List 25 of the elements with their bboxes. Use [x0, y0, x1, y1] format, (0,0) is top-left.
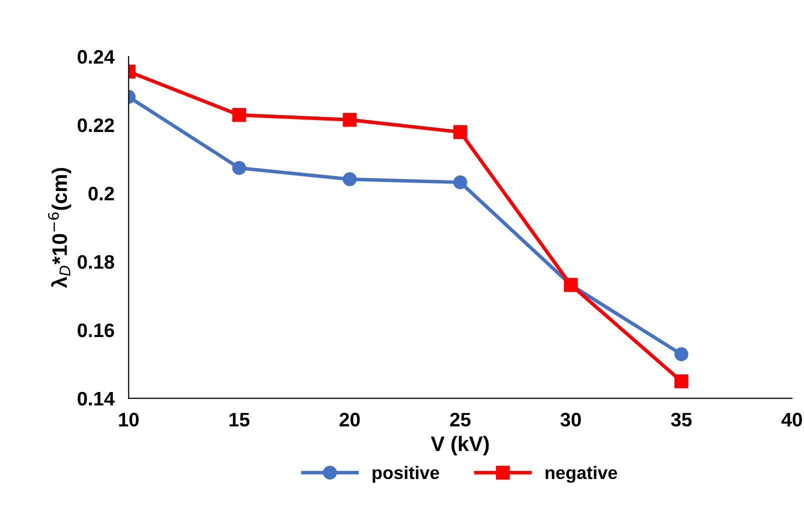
point — [453, 125, 468, 140]
x-tick-label: 10 — [119, 412, 139, 427]
y-tick-label: 0.18 — [78, 255, 114, 269]
y-tick-label: 0.2 — [88, 186, 114, 200]
x-tick-label: 30 — [560, 412, 581, 427]
x-tick-label: 15 — [230, 412, 250, 427]
point — [232, 161, 246, 175]
y-tick-label: 0.16 — [78, 323, 114, 338]
y-tick-label: 0.22 — [78, 118, 114, 132]
legend-label: positive — [372, 466, 440, 483]
y-tick-label: 0.24 — [78, 50, 115, 64]
y-tick-label: 0.14 — [78, 392, 115, 406]
point — [342, 112, 357, 127]
x-tick-label: 40 — [781, 412, 802, 427]
point — [674, 347, 688, 362]
x-tick-label: 35 — [671, 412, 692, 427]
point — [232, 108, 246, 122]
y-axis-title: λ$_{D}$*10$^{−6}$(cm) — [48, 168, 72, 288]
point — [674, 374, 688, 388]
x-tick-label: 20 — [340, 412, 360, 427]
point — [453, 175, 468, 190]
point — [342, 172, 357, 186]
legend-label: negative — [546, 466, 618, 483]
x-axis-title: V (kV) — [430, 436, 489, 456]
x-tick-label: 25 — [450, 412, 471, 427]
